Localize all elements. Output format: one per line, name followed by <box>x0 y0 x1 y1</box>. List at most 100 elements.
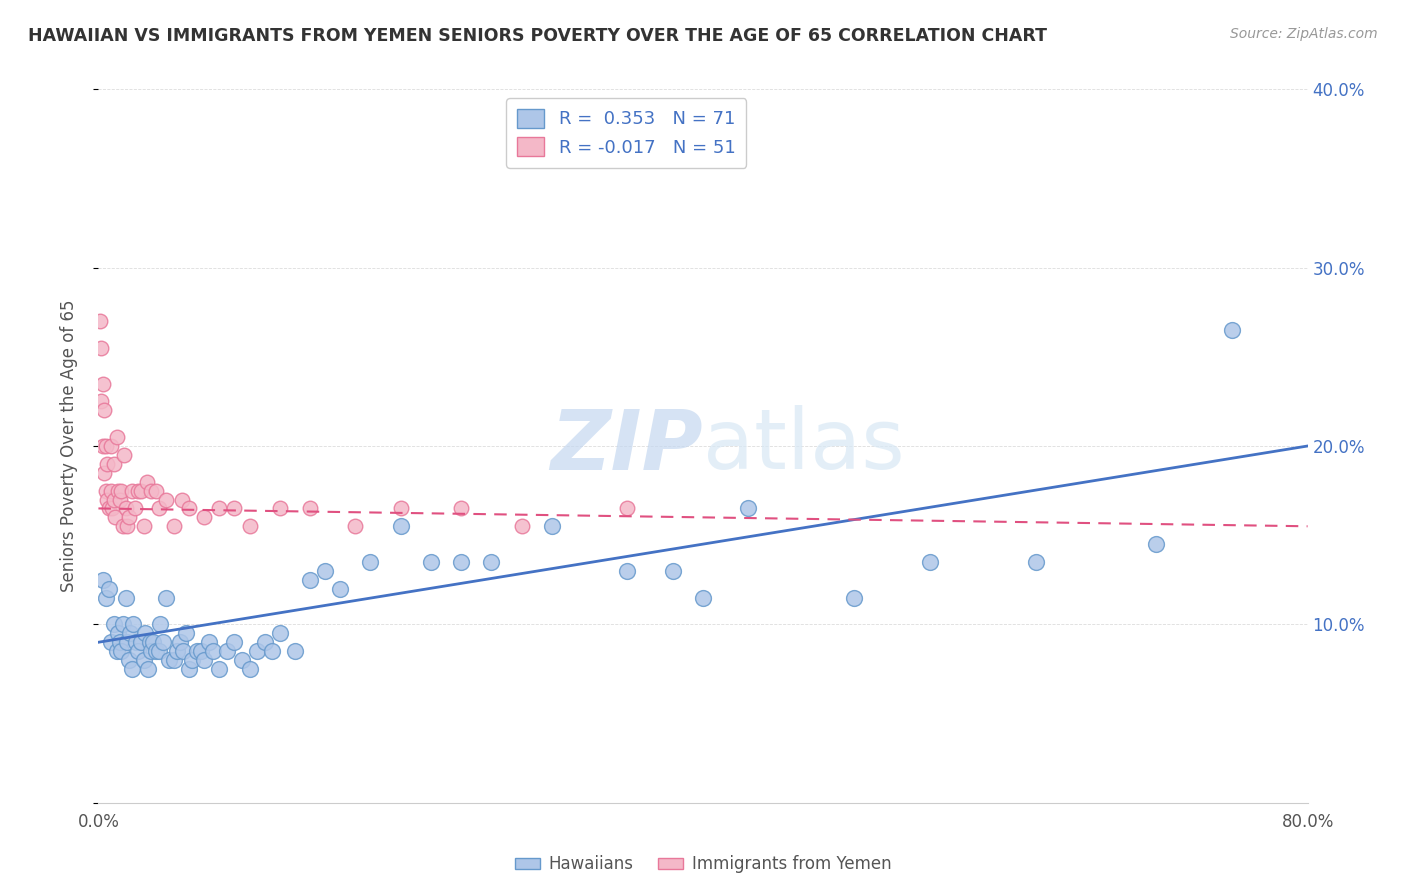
Point <box>215 644 238 658</box>
Point <box>103 617 125 632</box>
Point <box>103 492 125 507</box>
Point <box>90 394 112 409</box>
Text: atlas: atlas <box>703 406 904 486</box>
Point <box>145 483 167 498</box>
Point <box>155 492 177 507</box>
Point <box>142 635 165 649</box>
Point <box>186 644 208 658</box>
Point <box>89 314 111 328</box>
Point <box>122 617 145 632</box>
Point <box>120 626 142 640</box>
Point <box>420 555 443 569</box>
Point <box>111 519 134 533</box>
Point <box>135 475 157 489</box>
Y-axis label: Seniors Poverty Over the Age of 65: Seniors Poverty Over the Age of 65 <box>59 300 77 592</box>
Point <box>127 644 149 658</box>
Point <box>246 644 269 658</box>
Point <box>110 644 132 658</box>
Point <box>179 501 201 516</box>
Point <box>96 492 118 507</box>
Point <box>98 501 121 516</box>
Point <box>314 564 336 578</box>
Point <box>253 635 276 649</box>
Point <box>134 626 156 640</box>
Point <box>450 501 472 516</box>
Point <box>148 501 170 516</box>
Point <box>179 662 201 676</box>
Point <box>174 626 197 640</box>
Point <box>121 662 143 676</box>
Point <box>94 591 117 605</box>
Text: ZIP: ZIP <box>550 406 703 486</box>
Point <box>360 555 382 569</box>
Point <box>149 617 172 632</box>
Point <box>103 457 125 471</box>
Point <box>121 483 143 498</box>
Point <box>132 653 155 667</box>
Point <box>269 626 291 640</box>
Point <box>172 644 194 658</box>
Point <box>108 492 131 507</box>
Point <box>170 492 193 507</box>
Point <box>662 564 685 578</box>
Point <box>132 519 155 533</box>
Point <box>107 483 129 498</box>
Point <box>208 501 231 516</box>
Point <box>262 644 284 658</box>
Point <box>918 555 941 569</box>
Point <box>239 662 262 676</box>
Point <box>107 626 129 640</box>
Point <box>190 644 212 658</box>
Point <box>159 653 181 667</box>
Point <box>155 591 177 605</box>
Point <box>616 501 638 516</box>
Point <box>125 635 148 649</box>
Point <box>139 635 162 649</box>
Point <box>389 501 412 516</box>
Point <box>129 635 152 649</box>
Point <box>284 644 307 658</box>
Point <box>224 501 246 516</box>
Point <box>450 555 472 569</box>
Point <box>124 501 146 516</box>
Point <box>100 635 122 649</box>
Point <box>136 662 159 676</box>
Point <box>329 582 352 596</box>
Text: HAWAIIAN VS IMMIGRANTS FROM YEMEN SENIORS POVERTY OVER THE AGE OF 65 CORRELATION: HAWAIIAN VS IMMIGRANTS FROM YEMEN SENIOR… <box>28 27 1047 45</box>
Point <box>118 510 141 524</box>
Point <box>389 519 412 533</box>
Point <box>111 617 134 632</box>
Point <box>112 448 135 462</box>
Point <box>105 644 128 658</box>
Point <box>94 439 117 453</box>
Point <box>163 519 186 533</box>
Point <box>152 635 174 649</box>
Point <box>540 519 562 533</box>
Point <box>98 582 121 596</box>
Point <box>299 501 322 516</box>
Point <box>141 644 163 658</box>
Point <box>101 501 124 516</box>
Point <box>239 519 262 533</box>
Point <box>91 439 114 453</box>
Point <box>129 483 152 498</box>
Point <box>108 635 131 649</box>
Point <box>148 644 170 658</box>
Point <box>344 519 367 533</box>
Point <box>193 510 215 524</box>
Point <box>118 653 141 667</box>
Point <box>269 501 291 516</box>
Point <box>91 573 114 587</box>
Point <box>181 653 204 667</box>
Point <box>193 653 215 667</box>
Point <box>91 376 114 391</box>
Point <box>224 635 246 649</box>
Point <box>100 483 122 498</box>
Point <box>1024 555 1046 569</box>
Point <box>737 501 759 516</box>
Point <box>145 644 167 658</box>
Point <box>90 341 112 355</box>
Point <box>616 564 638 578</box>
Point <box>93 466 115 480</box>
Point <box>115 519 138 533</box>
